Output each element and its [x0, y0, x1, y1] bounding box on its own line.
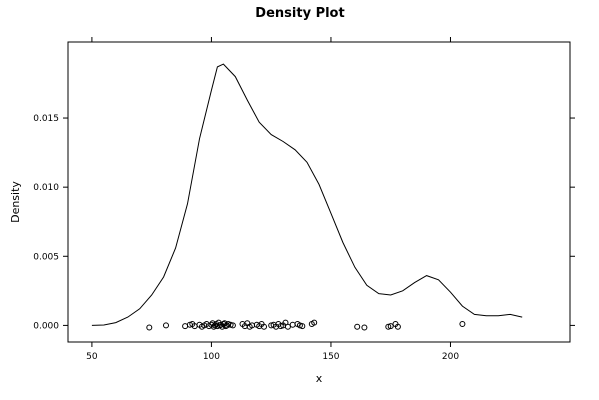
y-tick-label: 0.015 — [33, 114, 59, 124]
chart-title: Density Plot — [255, 6, 344, 21]
y-axis-label: Density — [9, 181, 22, 223]
x-axis-label: x — [316, 372, 323, 385]
rug-point — [182, 323, 189, 330]
rug-point — [163, 322, 169, 329]
rug-point — [361, 324, 368, 331]
rug-point — [229, 322, 236, 329]
y-tick-label: 0.010 — [33, 183, 59, 193]
rug-point — [394, 323, 401, 330]
rug-point — [311, 319, 318, 326]
rug-point — [146, 324, 153, 331]
rug-point — [459, 321, 466, 327]
x-axis: 50 100 150 200 — [86, 37, 459, 362]
rug-point — [354, 323, 361, 330]
plot-frame — [67, 41, 571, 343]
rug-point — [289, 321, 296, 328]
x-tick-label: 100 — [203, 352, 220, 362]
density-curve — [91, 63, 523, 326]
rug-point — [284, 323, 291, 330]
x-tick-label: 50 — [86, 352, 98, 362]
rug-point — [261, 323, 267, 330]
rug-point — [299, 323, 306, 330]
rug-point — [224, 322, 230, 329]
x-tick-label: 150 — [322, 352, 339, 362]
x-tick-label: 200 — [442, 352, 459, 362]
y-tick-label: 0.005 — [33, 252, 59, 262]
rug-point — [387, 323, 394, 330]
rug-points — [146, 319, 466, 331]
y-axis: 0.000 0.005 0.010 0.015 — [33, 114, 575, 331]
y-tick-label: 0.000 — [33, 321, 59, 331]
rug-point — [385, 323, 392, 330]
